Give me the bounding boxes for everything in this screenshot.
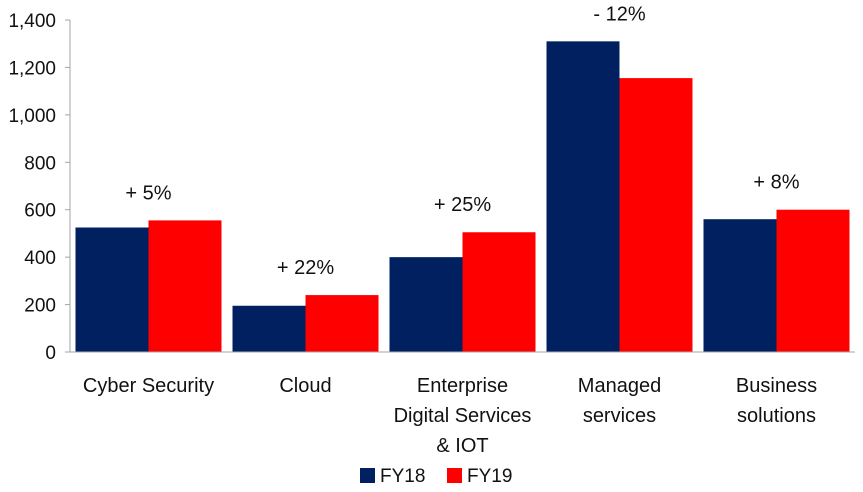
x-tick-label: Cloud <box>279 375 331 397</box>
legend-label-fy19: FY19 <box>467 466 512 487</box>
change-label: + 25% <box>434 194 491 216</box>
bar-fy19-4 <box>619 78 693 352</box>
bar-fy19-2 <box>305 295 379 352</box>
change-label: + 8% <box>753 172 799 194</box>
bar-fy18-2 <box>232 305 306 352</box>
y-tick-label: 600 <box>24 201 56 222</box>
y-tick-label: 200 <box>24 296 56 317</box>
legend: FY18 FY19 <box>360 466 512 487</box>
x-tick-label: Cyber Security <box>83 375 214 397</box>
bar-fy19-3 <box>462 232 536 352</box>
x-tick-label: Enterprise <box>417 375 508 397</box>
bar-fy18-3 <box>389 257 463 352</box>
x-tick-label: Managed <box>578 375 661 397</box>
bar-fy18-1 <box>75 227 149 352</box>
legend-label-fy18: FY18 <box>380 466 425 487</box>
bar-fy18-4 <box>546 41 620 352</box>
legend-swatch-fy19 <box>447 468 462 483</box>
legend-swatch-fy18 <box>360 468 375 483</box>
y-tick-label: 1,400 <box>8 11 56 32</box>
y-tick-label: 0 <box>45 343 56 364</box>
y-axis: 0 200 400 600 800 1,000 1,200 1,400 <box>8 11 71 364</box>
x-tick-label: Digital Services <box>394 405 532 427</box>
y-tick-label: 1,200 <box>8 58 56 79</box>
y-tick-label: 800 <box>24 153 56 174</box>
bar-fy19-1 <box>148 220 222 352</box>
bar-fy18-5 <box>703 219 777 352</box>
change-label: - 12% <box>593 3 645 25</box>
change-labels: + 5% + 22% + 25% - 12% + 8% <box>125 3 799 279</box>
bars <box>75 41 850 352</box>
x-tick-label: & IOT <box>436 435 488 457</box>
y-tick-label: 400 <box>24 248 56 269</box>
y-tick-label: 1,000 <box>8 106 56 127</box>
change-label: + 5% <box>125 182 171 204</box>
x-axis: Cyber Security Cloud Enterprise Digital Ser… <box>70 351 855 457</box>
x-tick-label: Business <box>736 375 817 397</box>
x-tick-label: services <box>583 405 656 427</box>
x-tick-label: solutions <box>737 405 816 427</box>
bar-fy19-5 <box>776 209 850 352</box>
change-label: + 22% <box>277 257 334 279</box>
